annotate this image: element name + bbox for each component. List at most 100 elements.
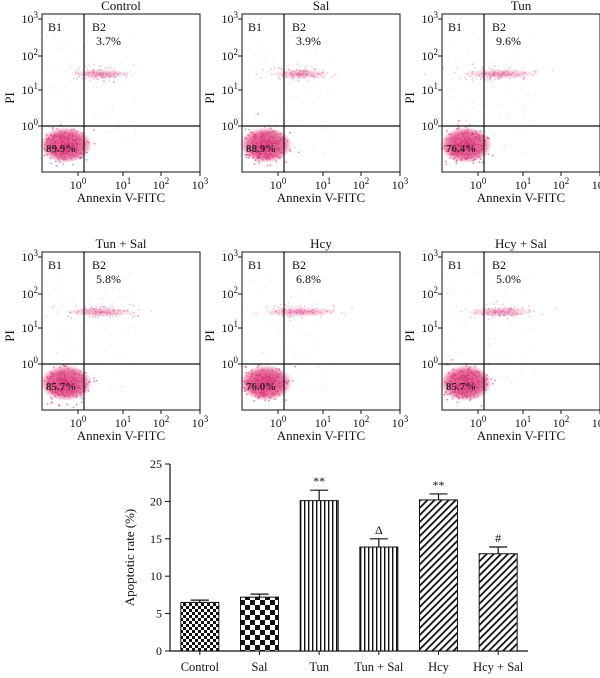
event-dot <box>89 79 92 82</box>
event-dot <box>133 34 136 36</box>
event-dot <box>245 380 248 383</box>
event-dot <box>61 391 64 394</box>
event-dot <box>274 375 276 378</box>
event-dot <box>532 120 534 122</box>
event-dot <box>80 137 82 139</box>
event-dot <box>123 73 126 76</box>
event-dot <box>96 69 99 71</box>
event-dot <box>67 147 70 150</box>
y-tick-label: 103 <box>222 248 239 264</box>
event-dot <box>264 55 266 58</box>
event-dot <box>89 308 92 311</box>
event-dot <box>59 121 62 124</box>
event-dot <box>466 140 469 143</box>
event-dot <box>298 291 300 293</box>
event-dot <box>303 69 305 71</box>
y-tick-label: 100 <box>22 355 39 371</box>
event-dot <box>551 69 553 72</box>
event-dot <box>81 327 83 330</box>
event-dot <box>466 370 469 372</box>
event-dot <box>503 144 505 147</box>
event-dot <box>492 73 495 76</box>
event-dot <box>54 395 57 398</box>
event-dot <box>452 368 455 371</box>
event-dot <box>316 307 318 309</box>
event-dot <box>137 314 139 317</box>
event-dot <box>61 140 64 143</box>
event-dot <box>506 286 509 289</box>
event-dot <box>276 148 278 151</box>
event-dot <box>490 370 492 372</box>
event-dot <box>70 144 72 147</box>
event-dot <box>116 313 119 315</box>
event-dot <box>465 389 468 392</box>
event-dot <box>453 386 456 388</box>
event-dot <box>277 380 280 382</box>
event-dot <box>449 89 452 91</box>
event-dot <box>320 312 323 315</box>
event-dot <box>128 70 130 72</box>
event-dot <box>486 374 489 377</box>
event-dot <box>289 315 292 318</box>
event-dot <box>455 143 458 146</box>
event-dot <box>81 132 83 135</box>
event-dot <box>257 381 260 384</box>
event-dot <box>451 397 454 400</box>
event-dot <box>271 394 274 397</box>
event-dot <box>131 288 134 290</box>
event-dot <box>70 151 73 154</box>
event-dot <box>108 118 110 121</box>
event-dot <box>65 146 68 149</box>
event-dot <box>468 143 470 145</box>
event-dot <box>60 335 62 337</box>
event-dot <box>451 377 454 379</box>
event-dot <box>252 390 254 392</box>
event-dot <box>97 78 99 81</box>
event-dot <box>303 305 306 308</box>
event-dot <box>288 311 291 314</box>
event-dot <box>475 149 478 152</box>
event-dot <box>107 307 109 310</box>
event-dot <box>70 376 72 379</box>
event-dot <box>51 390 53 393</box>
event-dot <box>71 138 74 141</box>
event-dot <box>104 76 106 78</box>
event-dot <box>516 313 518 316</box>
event-dot <box>475 312 478 314</box>
event-dot <box>271 58 273 60</box>
event-dot <box>245 307 247 309</box>
event-dot <box>53 366 55 369</box>
event-dot <box>67 387 69 389</box>
event-dot <box>511 71 514 74</box>
event-dot <box>469 391 472 394</box>
event-dot <box>530 274 532 276</box>
event-dot <box>45 142 47 145</box>
event-dot <box>478 371 481 374</box>
quadrant-label-b2: B2 <box>492 258 506 272</box>
event-dot <box>520 87 522 90</box>
event-dot <box>93 82 95 85</box>
event-dot <box>303 310 306 313</box>
event-dot <box>446 129 448 132</box>
quadrant-value-b4: 76.4% <box>446 143 476 155</box>
event-dot <box>289 308 291 310</box>
event-dot <box>287 305 289 308</box>
event-dot <box>56 377 59 379</box>
event-dot <box>270 386 273 389</box>
event-dot <box>60 146 63 149</box>
event-dot <box>119 72 121 74</box>
event-dot <box>289 310 292 313</box>
event-dot <box>294 365 296 368</box>
event-dot <box>505 285 508 287</box>
event-dot <box>60 142 62 145</box>
event-dot <box>474 153 477 155</box>
event-dot <box>106 73 108 75</box>
event-dot <box>253 146 255 148</box>
event-dot <box>514 52 517 55</box>
event-dot <box>56 295 58 297</box>
event-dot <box>463 377 466 380</box>
event-dot <box>57 382 59 385</box>
event-dot <box>485 303 488 306</box>
bar <box>478 553 518 652</box>
